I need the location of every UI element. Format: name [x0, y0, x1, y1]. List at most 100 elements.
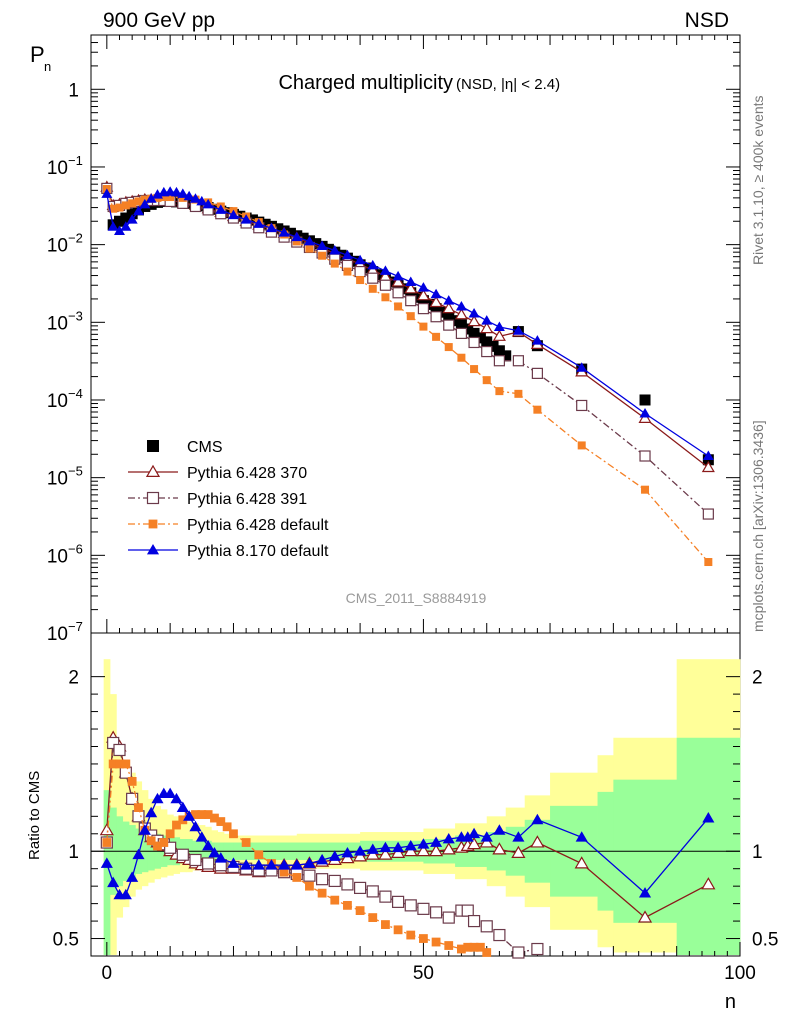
main-data-point — [492, 329, 506, 341]
ratio-data-point — [353, 849, 368, 862]
ratio-data-point — [164, 841, 177, 854]
main-data-point — [468, 336, 480, 349]
main-panel: 10 −710 −610 −510 −410 −310 −210 −11 P n Charge… — [30, 34, 741, 645]
ratio-data-point — [417, 838, 430, 849]
ratio-data-point — [512, 831, 525, 842]
ratio-data-point — [574, 856, 589, 869]
main-data-point — [166, 193, 175, 202]
main-data-point — [704, 558, 713, 567]
main-data-point — [457, 353, 466, 362]
ratio-data-point — [701, 877, 716, 890]
main-data-point — [189, 193, 201, 203]
ratio-data-point — [202, 839, 215, 851]
main-ytick-label: 1 — [68, 80, 79, 101]
ratio-data-point — [328, 874, 341, 888]
ratio-data-point — [476, 942, 485, 952]
main-data-point — [145, 193, 157, 203]
ratio-data-point — [469, 942, 479, 952]
main-data-point — [177, 188, 189, 198]
ratio-data-point — [442, 832, 455, 844]
ratio-xtick-label: 100 — [724, 963, 756, 984]
ratio-data-point — [119, 888, 132, 900]
main-data-point — [208, 203, 220, 215]
main-data-point — [531, 335, 543, 345]
main-data-point — [424, 298, 436, 310]
main-data-point — [329, 245, 341, 255]
ratio-data-point — [121, 759, 131, 769]
ratio-data-point — [303, 857, 316, 868]
ratio-data-point — [406, 930, 416, 940]
main-data-point — [360, 262, 372, 274]
ratio-data-point — [404, 899, 417, 912]
ratio-ytick-label: 0.5 — [53, 930, 79, 951]
main-data-point — [639, 450, 651, 462]
ratio-data-point — [316, 873, 329, 886]
legend-marker — [146, 491, 160, 505]
main-data-point — [341, 249, 353, 260]
main-data-point — [533, 405, 542, 414]
main-data-point — [512, 355, 524, 367]
ratio-data-point — [170, 792, 183, 804]
ratio-ytick-label-right: 1 — [752, 842, 763, 863]
ratio-data-point — [202, 857, 215, 870]
main-data-point — [443, 319, 455, 331]
ratio-data-point — [343, 900, 352, 910]
main-data-point — [455, 319, 467, 331]
main-data-point — [234, 210, 246, 222]
ratio-data-point — [102, 838, 112, 847]
ratio-data-point — [176, 801, 189, 812]
ratio-panel: 0.5 0.5 1 1 2 2 0 50 100 Ratio to CMS n — [26, 632, 778, 1013]
main-data-point — [303, 235, 315, 246]
main-data-point — [126, 214, 138, 224]
main-data-point — [482, 376, 491, 385]
main-ytick-exponent: −1 — [68, 153, 83, 168]
main-data-point — [139, 198, 151, 209]
main-data-point — [227, 209, 239, 220]
ratio-data-point — [229, 829, 238, 839]
ratio-series-group — [99, 730, 716, 959]
ratio-data-point — [428, 843, 444, 857]
ratio-data-point — [531, 813, 544, 825]
ratio-ylabel: Ratio to CMS — [26, 771, 43, 860]
main-data-point — [128, 199, 137, 208]
main-data-point — [391, 275, 405, 287]
ratio-data-point — [126, 871, 139, 882]
legend-entry: Pythia 6.428 default — [128, 517, 329, 534]
legend-entry: Pythia 8.170 default — [128, 543, 329, 560]
ratio-data-point — [575, 831, 588, 842]
ratio-data-point — [252, 859, 265, 870]
ratio-data-point — [430, 836, 443, 847]
ratio-data-point — [511, 845, 526, 858]
ratio-data-point — [227, 857, 240, 868]
main-data-point — [278, 227, 290, 237]
ratio-data-point — [354, 845, 367, 856]
ratio-data-point — [366, 843, 379, 854]
ratio-xtick-label: 50 — [413, 963, 434, 984]
main-ytick-label: 10 — [47, 158, 68, 179]
ratio-data-point — [107, 736, 120, 750]
ratio-data-point — [151, 792, 164, 804]
main-data-point — [436, 306, 448, 318]
legend-label: CMS — [187, 439, 223, 456]
main-data-point — [354, 265, 366, 278]
main-ylabel: P — [30, 42, 45, 67]
main-data-point — [253, 218, 265, 228]
main-data-point — [702, 508, 714, 520]
ratio-data-point — [146, 836, 156, 846]
ratio-data-point — [378, 847, 393, 860]
ratio-ytick-label-right: 0.5 — [752, 930, 778, 951]
main-data-point — [126, 208, 138, 220]
ratio-data-point — [328, 850, 341, 861]
main-data-point — [514, 389, 523, 398]
main-x-ticks — [106, 35, 741, 633]
ratio-data-point — [480, 920, 493, 933]
main-data-point — [392, 287, 404, 299]
ratio-data-point — [132, 848, 145, 860]
main-data-point — [430, 311, 442, 323]
main-data-point — [481, 336, 493, 348]
main-data-point — [379, 279, 392, 291]
main-data-point — [132, 205, 144, 216]
ratio-data-point — [457, 944, 466, 954]
ratio-data-point — [702, 812, 715, 823]
